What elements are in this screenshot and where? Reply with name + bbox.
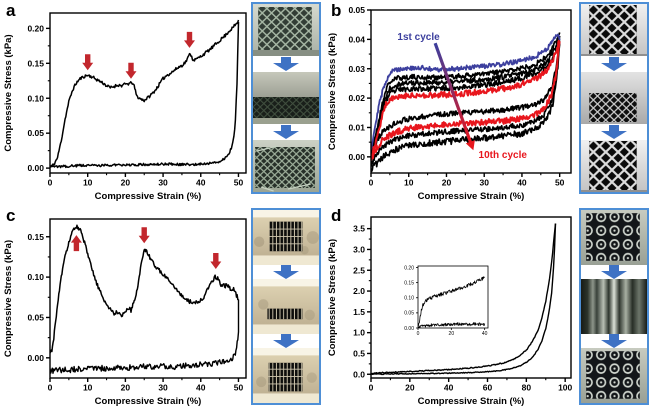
svg-text:2.0: 2.0	[353, 286, 365, 296]
svg-text:0.05: 0.05	[27, 128, 44, 138]
chart-panel-b: 0 10 20 30 40 50 0.00 0.01 0.02 0.03 0.04 0.05 Compr…	[326, 0, 576, 205]
svg-text:20: 20	[121, 383, 131, 393]
chart-panel-c: 0 10 20 30 40 50 0.00 0.05 0.10 0.15 Compressive S…	[0, 205, 250, 410]
svg-text:0.04: 0.04	[348, 34, 365, 44]
svg-text:0.10: 0.10	[404, 296, 414, 302]
svg-text:Compressive Stress (kPa): Compressive Stress (kPa)	[3, 240, 14, 357]
panel-label-d: d	[331, 206, 342, 225]
photo-strip-c	[251, 208, 321, 405]
svg-text:40: 40	[517, 178, 527, 188]
photo-strip-d	[579, 208, 649, 405]
svg-text:30: 30	[479, 178, 489, 188]
svg-text:40: 40	[196, 383, 206, 393]
panel-label-b: b	[331, 1, 342, 20]
svg-text:1st cycle: 1st cycle	[397, 32, 440, 43]
svg-text:0.00: 0.00	[404, 326, 414, 332]
svg-text:80: 80	[522, 383, 532, 393]
chart-panel-a: 0 10 20 30 40 50 0.00 0.05 0.10 0.15 0.20 Compressi…	[0, 0, 250, 205]
down-arrow-icon	[273, 125, 299, 139]
photo-c-recovered-scaffold	[253, 348, 319, 403]
svg-text:0.01: 0.01	[348, 123, 365, 133]
svg-text:0.00: 0.00	[27, 163, 44, 173]
svg-text:0.15: 0.15	[404, 280, 414, 286]
svg-text:40: 40	[444, 383, 454, 393]
photo-d-intact-scaffold	[581, 210, 647, 265]
svg-text:0.00: 0.00	[348, 152, 365, 162]
photo-b-recovered-scaffold	[581, 140, 647, 192]
svg-text:0: 0	[417, 331, 420, 337]
svg-text:1.0: 1.0	[353, 328, 365, 338]
down-arrow-icon	[273, 334, 299, 348]
panel-label-c: c	[6, 206, 16, 225]
photo-c-compressed-scaffold	[253, 279, 319, 334]
svg-text:0.00: 0.00	[27, 353, 44, 363]
svg-text:0.10: 0.10	[27, 93, 44, 103]
svg-text:0.03: 0.03	[348, 64, 365, 74]
svg-text:0.15: 0.15	[27, 232, 44, 242]
svg-text:20: 20	[442, 178, 452, 188]
panel-label-a: a	[6, 1, 16, 20]
svg-text:0: 0	[369, 178, 374, 188]
svg-text:50: 50	[234, 178, 244, 188]
svg-text:1.5: 1.5	[353, 307, 365, 317]
svg-text:0.02: 0.02	[348, 93, 365, 103]
svg-text:0.10: 0.10	[27, 272, 44, 282]
svg-text:Compressive Strain (%): Compressive Strain (%)	[95, 396, 202, 407]
photo-b-compressed-scaffold	[581, 72, 647, 124]
svg-text:Compressive Strain (%): Compressive Strain (%)	[418, 396, 525, 407]
svg-text:0.5: 0.5	[353, 349, 365, 359]
svg-text:40: 40	[482, 331, 488, 337]
down-arrow-icon	[601, 125, 627, 139]
svg-text:3.5: 3.5	[353, 224, 365, 234]
photo-a-compressed-scaffold	[253, 72, 319, 124]
photo-c-intact-scaffold	[253, 210, 319, 265]
down-arrow-icon	[273, 57, 299, 71]
svg-text:Compressive Strain (%): Compressive Strain (%)	[95, 191, 202, 202]
svg-text:40: 40	[196, 178, 206, 188]
photo-strip-a	[251, 2, 321, 194]
svg-text:10: 10	[404, 178, 414, 188]
photo-b-intact-scaffold	[581, 4, 647, 56]
down-arrow-icon	[273, 265, 299, 279]
svg-text:0.05: 0.05	[348, 5, 365, 15]
svg-text:30: 30	[158, 383, 168, 393]
svg-text:10: 10	[83, 178, 93, 188]
svg-text:0: 0	[48, 178, 53, 188]
svg-text:30: 30	[158, 178, 168, 188]
photo-a-intact-scaffold	[253, 4, 319, 56]
down-arrow-icon	[601, 57, 627, 71]
down-arrow-icon	[601, 265, 627, 279]
svg-text:0.05: 0.05	[404, 311, 414, 317]
svg-text:0.15: 0.15	[27, 58, 44, 68]
photo-d-recovered-scaffold	[581, 348, 647, 403]
svg-text:0.20: 0.20	[27, 23, 44, 33]
svg-text:Compressive Stress (kPa): Compressive Stress (kPa)	[327, 239, 338, 356]
svg-text:Compressive Stress (kPa): Compressive Stress (kPa)	[3, 34, 14, 151]
svg-text:20: 20	[405, 383, 415, 393]
svg-text:20: 20	[121, 178, 131, 188]
svg-text:Compressive Stress (kPa): Compressive Stress (kPa)	[327, 33, 338, 150]
svg-text:10th cycle: 10th cycle	[479, 150, 528, 161]
svg-text:100: 100	[558, 383, 572, 393]
svg-text:0.20: 0.20	[404, 265, 414, 271]
svg-text:60: 60	[483, 383, 493, 393]
photo-strip-b	[579, 2, 649, 194]
photo-a-recovered-scaffold	[253, 140, 319, 192]
photo-d-compressed-scaffold	[581, 279, 647, 334]
svg-text:3.0: 3.0	[353, 245, 365, 255]
svg-text:20: 20	[449, 331, 455, 337]
svg-text:2.5: 2.5	[353, 265, 365, 275]
svg-text:0: 0	[369, 383, 374, 393]
svg-text:0.05: 0.05	[27, 313, 44, 323]
svg-text:0: 0	[48, 383, 53, 393]
svg-text:10: 10	[83, 383, 93, 393]
svg-text:50: 50	[555, 178, 565, 188]
down-arrow-icon	[601, 334, 627, 348]
chart-panel-d: 0 20 40 60 80 100 0.0 0.5 1.0 1.5 2.0 2.5 3.0 3.5 Comp…	[326, 205, 576, 410]
svg-text:0.0: 0.0	[353, 369, 365, 379]
svg-text:Compressive Strain (%): Compressive Strain (%)	[418, 191, 525, 202]
svg-text:50: 50	[234, 383, 244, 393]
